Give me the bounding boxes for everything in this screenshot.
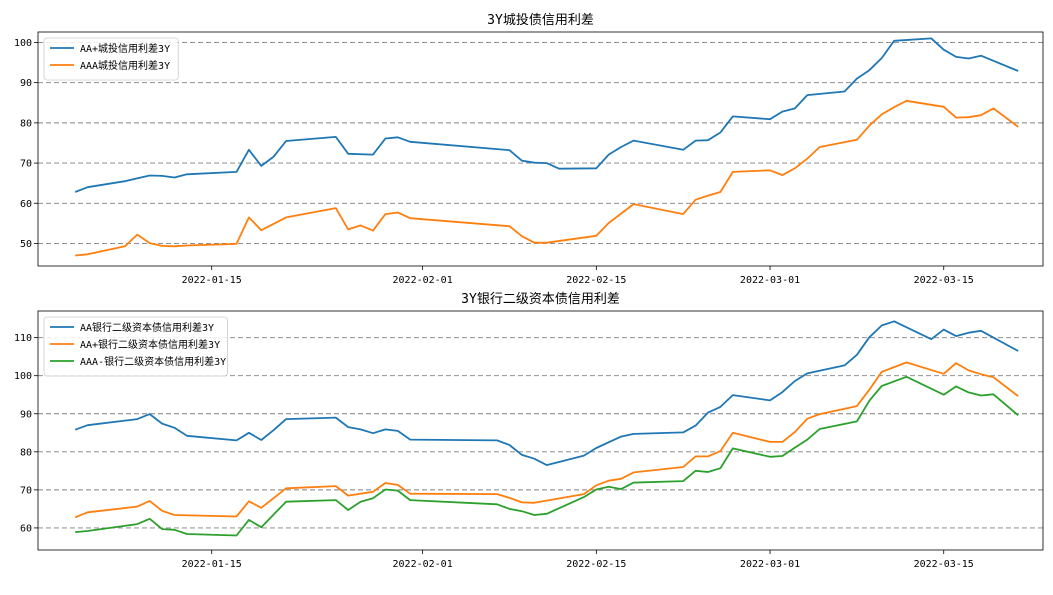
y-tick-label: 110 [14, 333, 32, 344]
x-tick-label: 2022-03-15 [914, 559, 974, 570]
y-tick-label: 90 [20, 78, 32, 89]
x-tick-label: 2022-02-15 [566, 559, 626, 570]
series-line-3 [75, 375, 1019, 537]
x-tick-label: 2022-03-15 [914, 275, 974, 286]
chart-title: 3Y银行二级资本债信用利差 [461, 292, 620, 307]
series-line-1 [74, 320, 1019, 467]
legend: AA银行二级资本债信用利差3Y AA+银行二级资本债信用利差3Y AAA-银行二级资… [43, 316, 228, 377]
chart-panel-1: 3Y城投债信用利差 50 60 70 80 90 100 2022-01-15 2022-02-… [14, 12, 1044, 286]
series-line-2 [74, 361, 1019, 519]
series-line-1 [74, 37, 1019, 193]
series-line-2 [75, 99, 1019, 257]
y-tick-label: 50 [20, 239, 32, 250]
y-tick-label: 100 [14, 371, 32, 382]
x-tick-label: 2022-02-15 [566, 275, 626, 286]
y-tick-label: 100 [14, 38, 32, 49]
chart-panel-2: 3Y银行二级资本债信用利差 60 70 80 90 100 110 2022-01-15 202… [14, 292, 1044, 570]
x-tick-label: 2022-01-15 [182, 559, 242, 570]
x-tick-label: 2022-01-15 [182, 275, 242, 286]
y-tick-label: 70 [20, 485, 32, 496]
x-tick-label: 2022-03-01 [740, 559, 800, 570]
legend-label: AA+城投信用利差3Y [80, 42, 170, 55]
legend-label: AA银行二级资本债信用利差3Y [80, 321, 214, 334]
legend-box [43, 316, 228, 377]
y-tick-label: 60 [20, 523, 32, 534]
y-tick-label: 80 [20, 118, 32, 129]
chart-title: 3Y城投债信用利差 [487, 12, 594, 28]
x-tick-label: 2022-02-01 [393, 275, 453, 286]
legend-label: AA+银行二级资本债信用利差3Y [80, 338, 220, 351]
y-tick-label: 80 [20, 447, 32, 458]
x-tick-label: 2022-02-01 [393, 559, 453, 570]
x-tick-label: 2022-03-01 [740, 275, 800, 286]
y-tick-label: 70 [20, 159, 32, 170]
plot-frame [37, 31, 1044, 267]
legend-box [43, 37, 179, 81]
legend-label: AAA-银行二级资本债信用利差3Y [80, 355, 226, 368]
legend: AA+城投信用利差3Y AAA城投信用利差3Y [43, 37, 179, 81]
plot-frame [37, 310, 1044, 551]
legend-label: AAA城投信用利差3Y [80, 59, 170, 72]
y-tick-label: 90 [20, 409, 32, 420]
y-tick-label: 60 [20, 199, 32, 210]
